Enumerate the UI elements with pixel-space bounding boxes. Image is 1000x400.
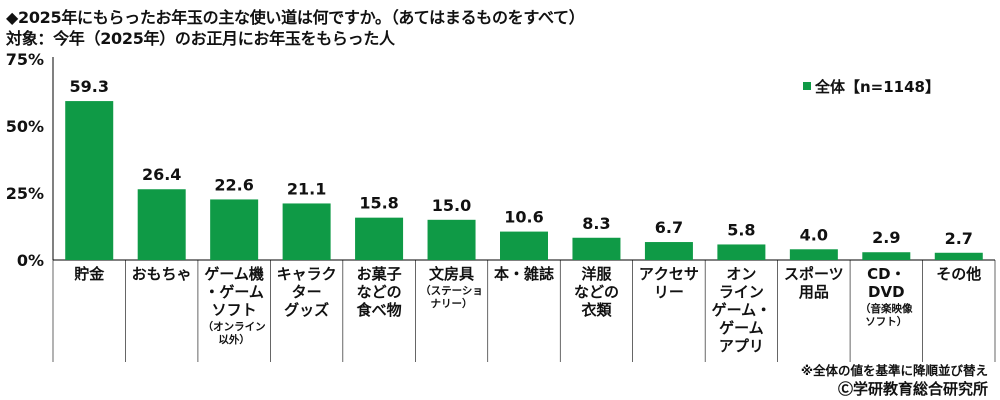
x-tick-label: グッズ <box>284 301 329 319</box>
x-tick-label: 洋服 <box>581 265 612 283</box>
x-tick-sublabel: （ステーショ <box>420 284 483 297</box>
y-tick-label: 50% <box>6 117 44 136</box>
bar <box>355 217 404 260</box>
bar <box>572 237 621 260</box>
x-tick-label: CD・ <box>867 265 905 283</box>
x-tick-label: ゲーム <box>719 319 764 337</box>
bar-value-label: 2.7 <box>945 229 973 248</box>
bar-value-label: 26.4 <box>142 165 181 184</box>
bar <box>137 189 186 260</box>
x-tick-label: オン <box>726 265 756 283</box>
bar-value-label: 8.3 <box>582 214 610 233</box>
bar <box>500 231 548 260</box>
bar-value-label: 4.0 <box>800 225 828 244</box>
chart-title: ◆2025年にもらったお年玉の主な使い道は何ですか。（あてはまるものをすべて） <box>6 8 585 27</box>
x-tick-label: アプリ <box>719 337 764 355</box>
sort-footnote: ※全体の値を基準に降順並び替え <box>800 363 988 378</box>
x-tick-sublabel: ソフト） <box>865 315 907 328</box>
y-tick-label: 25% <box>6 184 44 203</box>
legend-label: 全体【n=1148】 <box>814 78 940 96</box>
x-tick-label: おもちゃ <box>132 265 192 283</box>
x-tick-label: ゲーム・ <box>712 301 772 319</box>
bar-value-label: 22.6 <box>214 175 253 194</box>
bar-value-label: 5.8 <box>727 220 755 239</box>
copyright-credit: Ⓒ学研教育総合研究所 <box>837 380 988 398</box>
x-tick-label: お菓子 <box>357 265 402 283</box>
x-tick-label: DVD <box>868 283 905 301</box>
bar <box>644 242 693 260</box>
bar <box>862 252 911 260</box>
x-tick-label: 用品 <box>799 283 829 301</box>
chart-subtitle: 対象：今年（2025年）のお正月にお年玉をもらった人 <box>6 29 395 48</box>
bar <box>934 252 983 260</box>
bar-value-label: 21.1 <box>287 179 326 198</box>
x-tick-sublabel: 以外） <box>218 333 250 346</box>
y-tick-label: 0% <box>17 251 44 270</box>
x-tick-label: スポーツ <box>784 265 844 283</box>
bar-value-label: 10.6 <box>504 208 543 227</box>
x-tick-label: 本・雑誌 <box>494 265 554 283</box>
x-tick-label: 貯金 <box>74 265 105 283</box>
bar-value-label: 15.8 <box>359 194 398 213</box>
bar-value-label: 15.0 <box>432 196 471 215</box>
bar <box>717 244 766 260</box>
bar <box>789 249 838 260</box>
x-tick-label: ター <box>292 283 322 301</box>
bar <box>282 203 331 260</box>
x-tick-label: ソフト <box>212 301 257 319</box>
x-tick-label: アクセサ <box>639 265 699 283</box>
y-tick-label: 75% <box>6 50 44 69</box>
bar <box>210 199 259 260</box>
bar <box>427 219 476 260</box>
x-tick-label: その他 <box>936 265 981 283</box>
bar <box>65 101 114 261</box>
bar-value-label: 2.9 <box>872 228 900 247</box>
x-tick-sublabel: （オンライン <box>203 320 266 333</box>
bar-value-label: 59.3 <box>69 77 108 96</box>
bar-value-label: 6.7 <box>655 218 683 237</box>
x-tick-label: ライン <box>719 283 764 301</box>
x-tick-label: 衣類 <box>581 301 612 319</box>
x-tick-label: 文房具 <box>429 265 474 283</box>
x-tick-sublabel: ナリー） <box>431 297 473 310</box>
x-tick-label: などの <box>574 283 619 301</box>
x-tick-label: リー <box>654 283 684 301</box>
x-tick-label: キャラク <box>277 265 337 283</box>
x-tick-label: などの <box>357 283 402 301</box>
legend-swatch <box>803 82 811 90</box>
x-tick-label: ・ゲーム <box>204 283 264 301</box>
x-tick-label: ゲーム機 <box>204 265 264 283</box>
x-tick-sublabel: （音楽映像 <box>860 302 913 315</box>
x-tick-label: 食べ物 <box>357 301 402 319</box>
